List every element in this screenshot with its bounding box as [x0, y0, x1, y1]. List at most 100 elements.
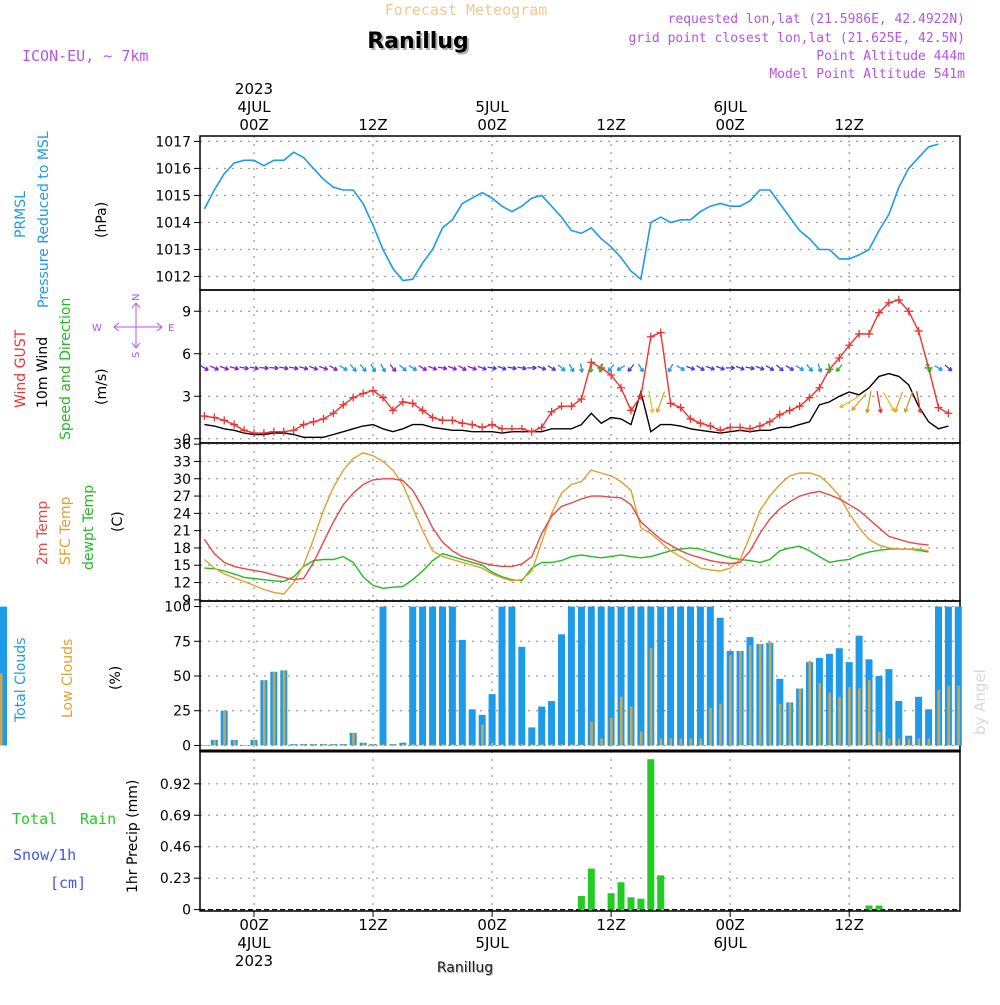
total-cloud-bar — [617, 606, 625, 746]
rain-bar — [577, 896, 585, 910]
y-tick-label: 30 — [173, 472, 191, 488]
rain-bar — [637, 898, 645, 910]
y-tick-label: 75 — [173, 634, 191, 650]
y-tick-label: 1017 — [155, 134, 191, 150]
bottom-time-label: 5JUL — [475, 934, 509, 952]
gust-point — [765, 417, 774, 426]
low-cloud-bar — [213, 739, 216, 746]
y-tick-label: 1014 — [155, 215, 191, 231]
temp-label-dewpt: dewpt Temp — [81, 485, 97, 570]
top-time-label: 5JUL — [475, 98, 509, 116]
low-cloud-bar — [481, 724, 484, 746]
wind-arrow — [648, 390, 655, 414]
wind-arrow — [568, 363, 575, 373]
cloud-label-total: Total Clouds — [13, 638, 29, 723]
grid-point-coords: grid point closest lon,lat (21.625E, 42.… — [628, 31, 965, 46]
wind-arrow — [447, 365, 458, 371]
low-cloud-bar — [520, 744, 524, 746]
wind-arrow — [627, 364, 635, 373]
total-cloud-bar — [716, 617, 724, 746]
y-tick-label: 0.69 — [160, 808, 191, 824]
total-cloud-bar — [577, 606, 585, 746]
gust-point — [220, 416, 229, 425]
low-cloud-bar — [878, 731, 881, 746]
low-cloud-bar — [441, 744, 444, 746]
gust-point — [845, 341, 854, 350]
low-cloud-bar — [362, 742, 365, 746]
gust-point — [656, 328, 665, 337]
low-cloud-bar — [838, 696, 841, 746]
low-cloud-bar — [590, 721, 593, 746]
y-tick-label: 18 — [173, 541, 191, 557]
low-cloud-bar — [302, 744, 306, 746]
gust-point — [815, 383, 824, 392]
total-cloud-bar — [915, 696, 923, 746]
wind-arrow — [269, 365, 279, 371]
bottom-time-label: 12Z — [596, 916, 625, 934]
wind-arrow — [765, 365, 775, 371]
gust-point — [428, 413, 437, 422]
total-cloud-bar — [954, 606, 962, 746]
gust-point — [894, 295, 903, 304]
low-cloud-bar — [352, 732, 355, 746]
y-tick-label: 0.92 — [160, 777, 191, 793]
low-cloud-bar — [580, 744, 583, 746]
low-cloud-bar — [630, 706, 633, 746]
low-cloud-bar — [272, 671, 276, 746]
model-point-altitude: Model Point Altitude 541m — [769, 67, 965, 82]
total-cloud-bar — [677, 606, 685, 746]
bottom-time-label: 12Z — [835, 916, 864, 934]
gust-point — [865, 329, 874, 338]
precip-label-unit: 1hr Precip (mm) — [125, 780, 141, 893]
y-tick-label: 0.46 — [160, 840, 191, 856]
low-cloud-bar — [620, 696, 623, 746]
panel-frame — [199, 442, 961, 602]
compass-e: E — [168, 323, 174, 334]
gust-point — [329, 409, 338, 418]
gust-point — [527, 427, 536, 436]
low-cloud-bar — [868, 680, 871, 746]
compass-s: S — [131, 352, 142, 358]
low-cloud-bar — [917, 738, 921, 746]
gust-point — [269, 427, 278, 436]
gust-point — [488, 420, 497, 429]
pressure-label-unit: (hPa) — [94, 202, 110, 238]
low-cloud-bar — [689, 738, 692, 746]
gust-point — [716, 426, 725, 435]
wind-arrow — [408, 365, 418, 371]
gust-point — [557, 402, 566, 411]
gust-point — [517, 424, 526, 433]
point-altitude: Point Altitude 444m — [816, 49, 965, 64]
low-cloud-bar — [421, 744, 425, 746]
low-cloud-bar — [758, 644, 762, 746]
wind-arrow — [537, 365, 547, 371]
wind-arrow — [477, 365, 487, 371]
chart-layers: 1012101310141015101610170369912151821242… — [0, 80, 962, 970]
gust-point — [874, 308, 883, 317]
compass-n: N — [131, 294, 142, 301]
gust-point — [577, 395, 586, 404]
gust-point — [378, 393, 387, 402]
total-cloud-bar — [518, 646, 526, 746]
footer-location-main: Ranillug — [437, 960, 493, 976]
pressure-label-msl: Pressure Reduced to MSL — [36, 131, 52, 308]
pressure-label-prmsl: PRMSL — [13, 191, 29, 238]
wind-arrow — [835, 364, 843, 373]
top-time-label: 12Z — [358, 116, 387, 134]
gust-markers — [200, 295, 953, 438]
gust-point — [904, 307, 913, 316]
y-tick-label: 0 — [182, 738, 191, 754]
low-cloud-bar — [600, 738, 603, 746]
total-cloud-bar — [706, 606, 714, 746]
low-cloud-bar — [382, 744, 385, 746]
low-cloud-bar — [778, 703, 782, 746]
wind-label-gust: Wind GUST — [13, 329, 29, 408]
gust-point — [607, 371, 616, 379]
wind-arrow — [903, 391, 914, 413]
wind-arrow — [839, 395, 860, 409]
total-cloud-bar — [439, 606, 446, 746]
low-cloud-bar — [709, 707, 712, 746]
wind-arrow — [428, 365, 438, 371]
low-cloud-bar — [739, 651, 742, 746]
